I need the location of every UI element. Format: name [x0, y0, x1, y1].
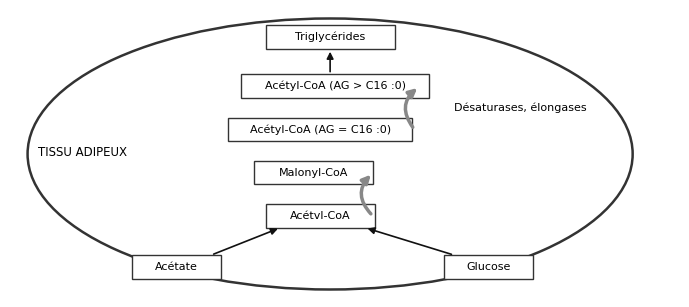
Text: Acétvl-CoA: Acétvl-CoA	[290, 211, 351, 221]
FancyBboxPatch shape	[132, 255, 221, 279]
Text: Acétyl-CoA (AG > C16 :0): Acétyl-CoA (AG > C16 :0)	[265, 81, 406, 91]
Text: Malonyl-CoA: Malonyl-CoA	[278, 168, 348, 178]
Text: Triglycérides: Triglycérides	[295, 32, 365, 42]
FancyBboxPatch shape	[254, 161, 373, 185]
FancyBboxPatch shape	[266, 204, 375, 227]
Ellipse shape	[28, 18, 633, 290]
FancyBboxPatch shape	[266, 25, 395, 49]
FancyBboxPatch shape	[241, 75, 429, 98]
Text: Acétate: Acétate	[155, 262, 198, 272]
Text: Désaturases, élongases: Désaturases, élongases	[454, 103, 587, 113]
Text: TISSU ADIPEUX: TISSU ADIPEUX	[38, 146, 127, 158]
FancyBboxPatch shape	[444, 255, 533, 279]
Text: Glucose: Glucose	[466, 262, 511, 272]
FancyBboxPatch shape	[229, 118, 412, 141]
Text: Acétyl-CoA (AG = C16 :0): Acétyl-CoA (AG = C16 :0)	[249, 124, 391, 135]
